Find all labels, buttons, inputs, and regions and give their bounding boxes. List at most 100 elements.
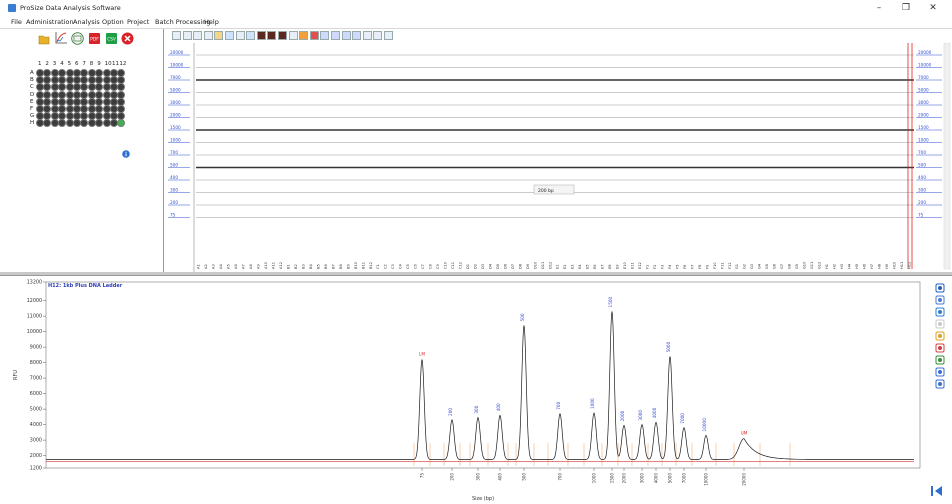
lane-label-E8[interactable]: E8 [608,264,612,269]
lane-label-B12[interactable]: B12 [369,262,373,269]
lane-label-G4[interactable]: G4 [758,263,762,269]
lane-label-B3[interactable]: B3 [301,264,305,269]
minimize-button[interactable]: – [876,3,882,13]
lane-label-E6[interactable]: E6 [593,264,597,269]
lane-label-H10[interactable]: H10 [892,261,896,269]
lane-label-E9[interactable]: E9 [616,264,620,269]
peak-chart[interactable]: 1200 2000 3000 4000 5000 6000 7000 8000 9000 1000… [0,276,930,504]
peak-label-3000[interactable]: 3000 [638,410,643,421]
trace-tool-19-icon[interactable] [362,31,372,40]
peak-label-400[interactable]: 400 [496,403,501,411]
lane-label-F6[interactable]: F6 [683,264,687,269]
lane-label-C12[interactable]: C12 [459,262,463,269]
peak-label-1000[interactable]: 1000 [590,398,595,409]
move-icon[interactable] [934,306,945,317]
trace-tool-6-icon[interactable] [225,31,234,40]
lane-label-E12[interactable]: E12 [638,262,642,269]
lane-label-A2[interactable]: A2 [204,264,208,269]
lane-label-B8[interactable]: B8 [339,264,343,269]
close-button[interactable]: ✕ [929,3,937,13]
lane-label-C11[interactable]: C11 [451,262,455,269]
lane-label-D8[interactable]: D8 [518,263,522,269]
maximize-button[interactable]: ❐ [901,3,911,13]
trace-tool-12-icon[interactable] [288,31,298,40]
peak-color-icon[interactable] [934,342,945,353]
trace-tool-15-icon[interactable] [320,31,330,40]
trace-tool-17-icon[interactable] [341,31,351,40]
lane-label-A12[interactable]: A12 [279,262,283,269]
lane-label-C3[interactable]: C3 [391,264,395,269]
lane-label-H9[interactable]: H9 [885,263,889,269]
lane-label-E11[interactable]: E11 [631,262,635,269]
plate-well-H12[interactable] [117,119,126,128]
lane-label-H6[interactable]: H6 [862,263,866,269]
info-icon[interactable] [122,150,130,158]
lane-label-F8[interactable]: F8 [698,264,702,269]
zoom-icon[interactable] [934,282,945,293]
peak-label-200[interactable]: 200 [448,408,453,416]
lane-label-C7[interactable]: C7 [421,264,425,269]
trace-tool-18-icon[interactable] [352,31,362,40]
lane-label-C4[interactable]: C4 [399,263,403,269]
csv-export-icon[interactable]: CSV [105,32,118,45]
lane-label-H11[interactable]: H11 [900,262,904,269]
lane-label-H12[interactable]: H12 [907,262,911,269]
lane-label-A11[interactable]: A11 [272,262,276,269]
lane-label-A10[interactable]: A10 [264,261,268,269]
lane-label-D1[interactable]: D1 [466,264,470,269]
pdf-export-icon[interactable]: PDF [88,32,101,45]
lane-label-D6[interactable]: D6 [503,263,507,269]
menu-project[interactable]: Project [127,18,150,26]
lane-label-E3[interactable]: E3 [571,264,575,269]
trace-tool-5-icon[interactable] [214,31,224,40]
lane-label-A6[interactable]: A6 [234,264,238,269]
lane-label-G2[interactable]: G2 [743,264,747,269]
trace-tool-9-icon[interactable] [256,31,266,40]
label-icon[interactable] [934,330,945,341]
lane-label-F3[interactable]: F3 [660,265,664,269]
lane-label-D5[interactable]: D5 [496,264,500,269]
menu-file[interactable]: File [11,18,22,26]
lane-label-G12[interactable]: G12 [818,262,822,269]
lane-label-C9[interactable]: C9 [436,263,440,269]
peak-label-300[interactable]: 300 [474,405,479,413]
menu-analysis[interactable]: Analysis [73,18,100,26]
plate-well-H4[interactable] [58,119,67,128]
lane-label-D11[interactable]: D11 [541,262,545,269]
close-circle-icon[interactable] [121,32,134,45]
lane-label-B11[interactable]: B11 [361,262,365,269]
lane-label-B6[interactable]: B6 [324,264,328,269]
lane-label-H8[interactable]: H8 [877,263,881,269]
lane-label-B10[interactable]: B10 [354,261,358,269]
peak-label-UM[interactable]: UM [741,431,748,436]
lane-label-E1[interactable]: E1 [556,264,560,269]
trace-tool-8-icon[interactable] [246,31,256,40]
lane-label-C10[interactable]: C10 [444,261,448,269]
lane-label-C8[interactable]: C8 [429,263,433,269]
lane-label-H7[interactable]: H7 [870,264,874,269]
fit-icon[interactable] [934,294,945,305]
lane-label-A5[interactable]: A5 [227,264,231,269]
lane-label-D3[interactable]: D3 [481,264,485,269]
peak-label-7000[interactable]: 7000 [680,413,685,424]
lane-label-D2[interactable]: D2 [473,264,477,269]
lane-label-H3[interactable]: H3 [840,264,844,269]
lane-label-E7[interactable]: E7 [601,264,605,269]
menu-batch-processing[interactable]: Batch Processing [155,18,211,26]
lane-label-C5[interactable]: C5 [406,264,410,269]
lane-label-H1[interactable]: H1 [825,264,829,269]
lane-label-F2[interactable]: F2 [653,265,657,269]
lane-label-F1[interactable]: F1 [645,265,649,269]
lane-label-B1[interactable]: B1 [286,264,290,269]
peak-label-700[interactable]: 700 [556,401,561,409]
lane-label-B7[interactable]: B7 [331,264,335,269]
trace-tool-3-icon[interactable] [193,31,203,40]
lane-label-F7[interactable]: F7 [690,265,694,269]
lane-label-G7[interactable]: G7 [780,264,784,269]
plate-well-H9[interactable] [95,119,104,128]
menu-help[interactable]: Help [204,18,219,26]
layout-icon[interactable] [71,32,84,45]
trace-tool-14-icon[interactable] [309,31,319,40]
trace-tool-4-icon[interactable] [203,31,213,40]
lane-label-H5[interactable]: H5 [855,264,859,269]
